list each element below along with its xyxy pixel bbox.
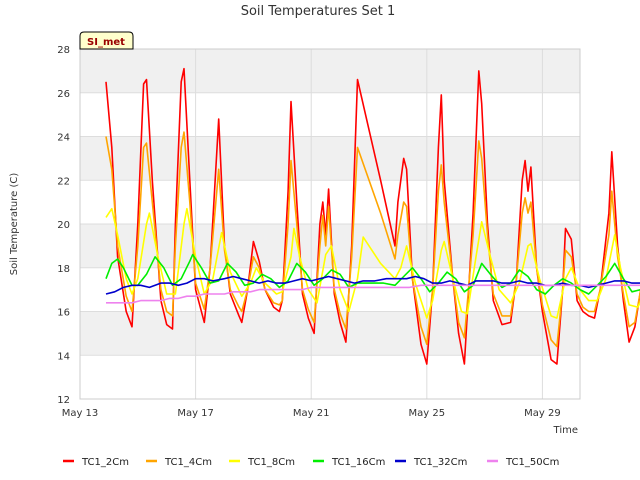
series-line-tc1_4cm	[105, 131, 640, 348]
y-axis-label: Soil Temperature (C)	[9, 173, 20, 276]
y-tick-label: 22	[57, 176, 70, 187]
chart-title: Soil Temperatures Set 1	[241, 4, 396, 19]
grid-band	[80, 49, 580, 93]
series-line-tc1_50cm	[106, 284, 640, 304]
legend-label-tc1_32cm: TC1_32Cm	[413, 457, 467, 468]
series-line-tc1_2cm	[105, 67, 640, 365]
x-axis-label: Time	[553, 425, 578, 436]
series-line-tc1_8cm	[105, 207, 640, 319]
grid-band	[80, 311, 580, 356]
plot-background	[80, 49, 580, 356]
x-axis-ticks: May 13 May 17 May 21 May 25 May 29	[62, 408, 561, 419]
legend-label-tc1_16cm: TC1_16Cm	[331, 457, 385, 468]
y-tick-label: 12	[57, 395, 70, 406]
site-badge-box	[79, 31, 134, 50]
y-tick-label: 20	[57, 220, 70, 231]
legend: TC1_2Cm TC1_4Cm TC1_8Cm TC1_16Cm TC1_32Cm TC1…	[63, 457, 559, 468]
y-tick-label: 16	[57, 308, 70, 319]
y-tick-label: 26	[57, 89, 70, 100]
y-axis-ticks: 12 14 16 18 20 22 24 26 28	[57, 45, 70, 406]
series-line-tc1_32cm	[105, 275, 640, 295]
site-badge-label: SI_met	[87, 37, 125, 48]
y-tick-label: 18	[57, 264, 70, 275]
y-tick-label: 14	[57, 351, 70, 362]
series-line-tc1_16cm	[105, 253, 640, 295]
series-lines	[105, 67, 640, 365]
legend-label-tc1_50cm: TC1_50Cm	[505, 457, 559, 468]
grid-band	[80, 136, 580, 181]
legend-label-tc1_4cm: TC1_4Cm	[164, 457, 212, 468]
x-tick-label: May 29	[524, 408, 561, 419]
legend-label-tc1_8cm: TC1_8Cm	[247, 457, 295, 468]
x-tick-label: May 17	[177, 408, 214, 419]
y-tick-label: 28	[57, 45, 70, 56]
site-badge: SI_met	[79, 31, 134, 50]
x-tick-label: May 25	[409, 408, 446, 419]
x-tick-label: May 21	[293, 408, 330, 419]
x-tick-label: May 13	[62, 408, 99, 419]
y-tick-label: 24	[57, 133, 70, 144]
plot-frame	[79, 48, 581, 400]
legend-label-tc1_2cm: TC1_2Cm	[81, 457, 129, 468]
